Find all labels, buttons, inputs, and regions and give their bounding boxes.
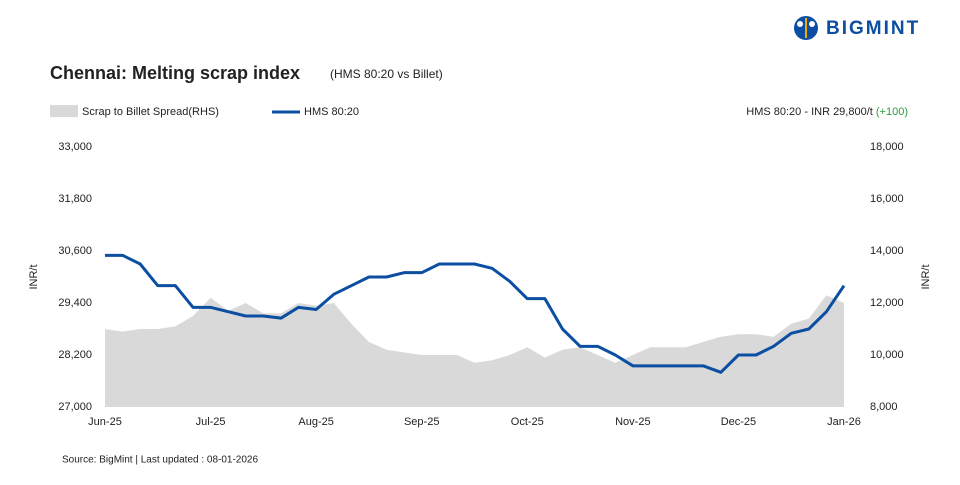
logo-dot: [797, 21, 803, 27]
y2-axis-title: INR/t: [920, 264, 932, 289]
x-tick-label: Jun-25: [88, 416, 122, 428]
annotation: HMS 80:20 - INR 29,800/t (+100): [746, 106, 908, 118]
x-tick-label: Nov-25: [615, 416, 650, 428]
chart-title: Chennai: Melting scrap index: [50, 63, 300, 83]
y2-tick-label: 10,000: [870, 349, 904, 361]
y-tick-label: 28,200: [58, 349, 92, 361]
y-tick-label: 27,000: [58, 401, 92, 413]
x-tick-label: Dec-25: [721, 416, 756, 428]
logo-dot: [809, 21, 815, 27]
y2-tick-label: 18,000: [870, 141, 904, 153]
annotation-text: HMS 80:20 - INR 29,800/t: [746, 106, 873, 118]
chart-subtitle: (HMS 80:20 vs Billet): [330, 67, 443, 81]
x-tick-label: Oct-25: [511, 416, 544, 428]
y2-tick-label: 14,000: [870, 245, 904, 257]
line: [105, 253, 846, 374]
source: Source: BigMint | Last updated : 08-01-2…: [62, 455, 258, 466]
y2-tick-label: 16,000: [870, 193, 904, 205]
area: [105, 295, 844, 407]
legend-label: HMS 80:20: [304, 106, 359, 118]
y-tick-label: 29,400: [58, 297, 92, 309]
brand: BIGMINT: [826, 18, 920, 39]
y-tick-label: 30,600: [58, 245, 92, 257]
x-tick-label: Jan-26: [827, 416, 861, 428]
y-tick-label: 31,800: [58, 193, 92, 205]
x-tick-label: Jul-25: [196, 416, 226, 428]
y-axis-title: INR/t: [28, 264, 40, 289]
x-tick-label: Aug-25: [298, 416, 333, 428]
annotation-change: (+100): [876, 106, 908, 118]
y-tick-label: 33,000: [58, 141, 92, 153]
logo-bar: [805, 18, 807, 38]
legend-label: Scrap to Billet Spread(RHS): [82, 106, 219, 118]
y2-tick-label: 12,000: [870, 297, 904, 309]
legend-swatch: [50, 105, 78, 117]
y2-tick-label: 8,000: [870, 401, 898, 413]
x-tick-label: Sep-25: [404, 416, 439, 428]
logo: BIGMINT: [794, 16, 920, 40]
